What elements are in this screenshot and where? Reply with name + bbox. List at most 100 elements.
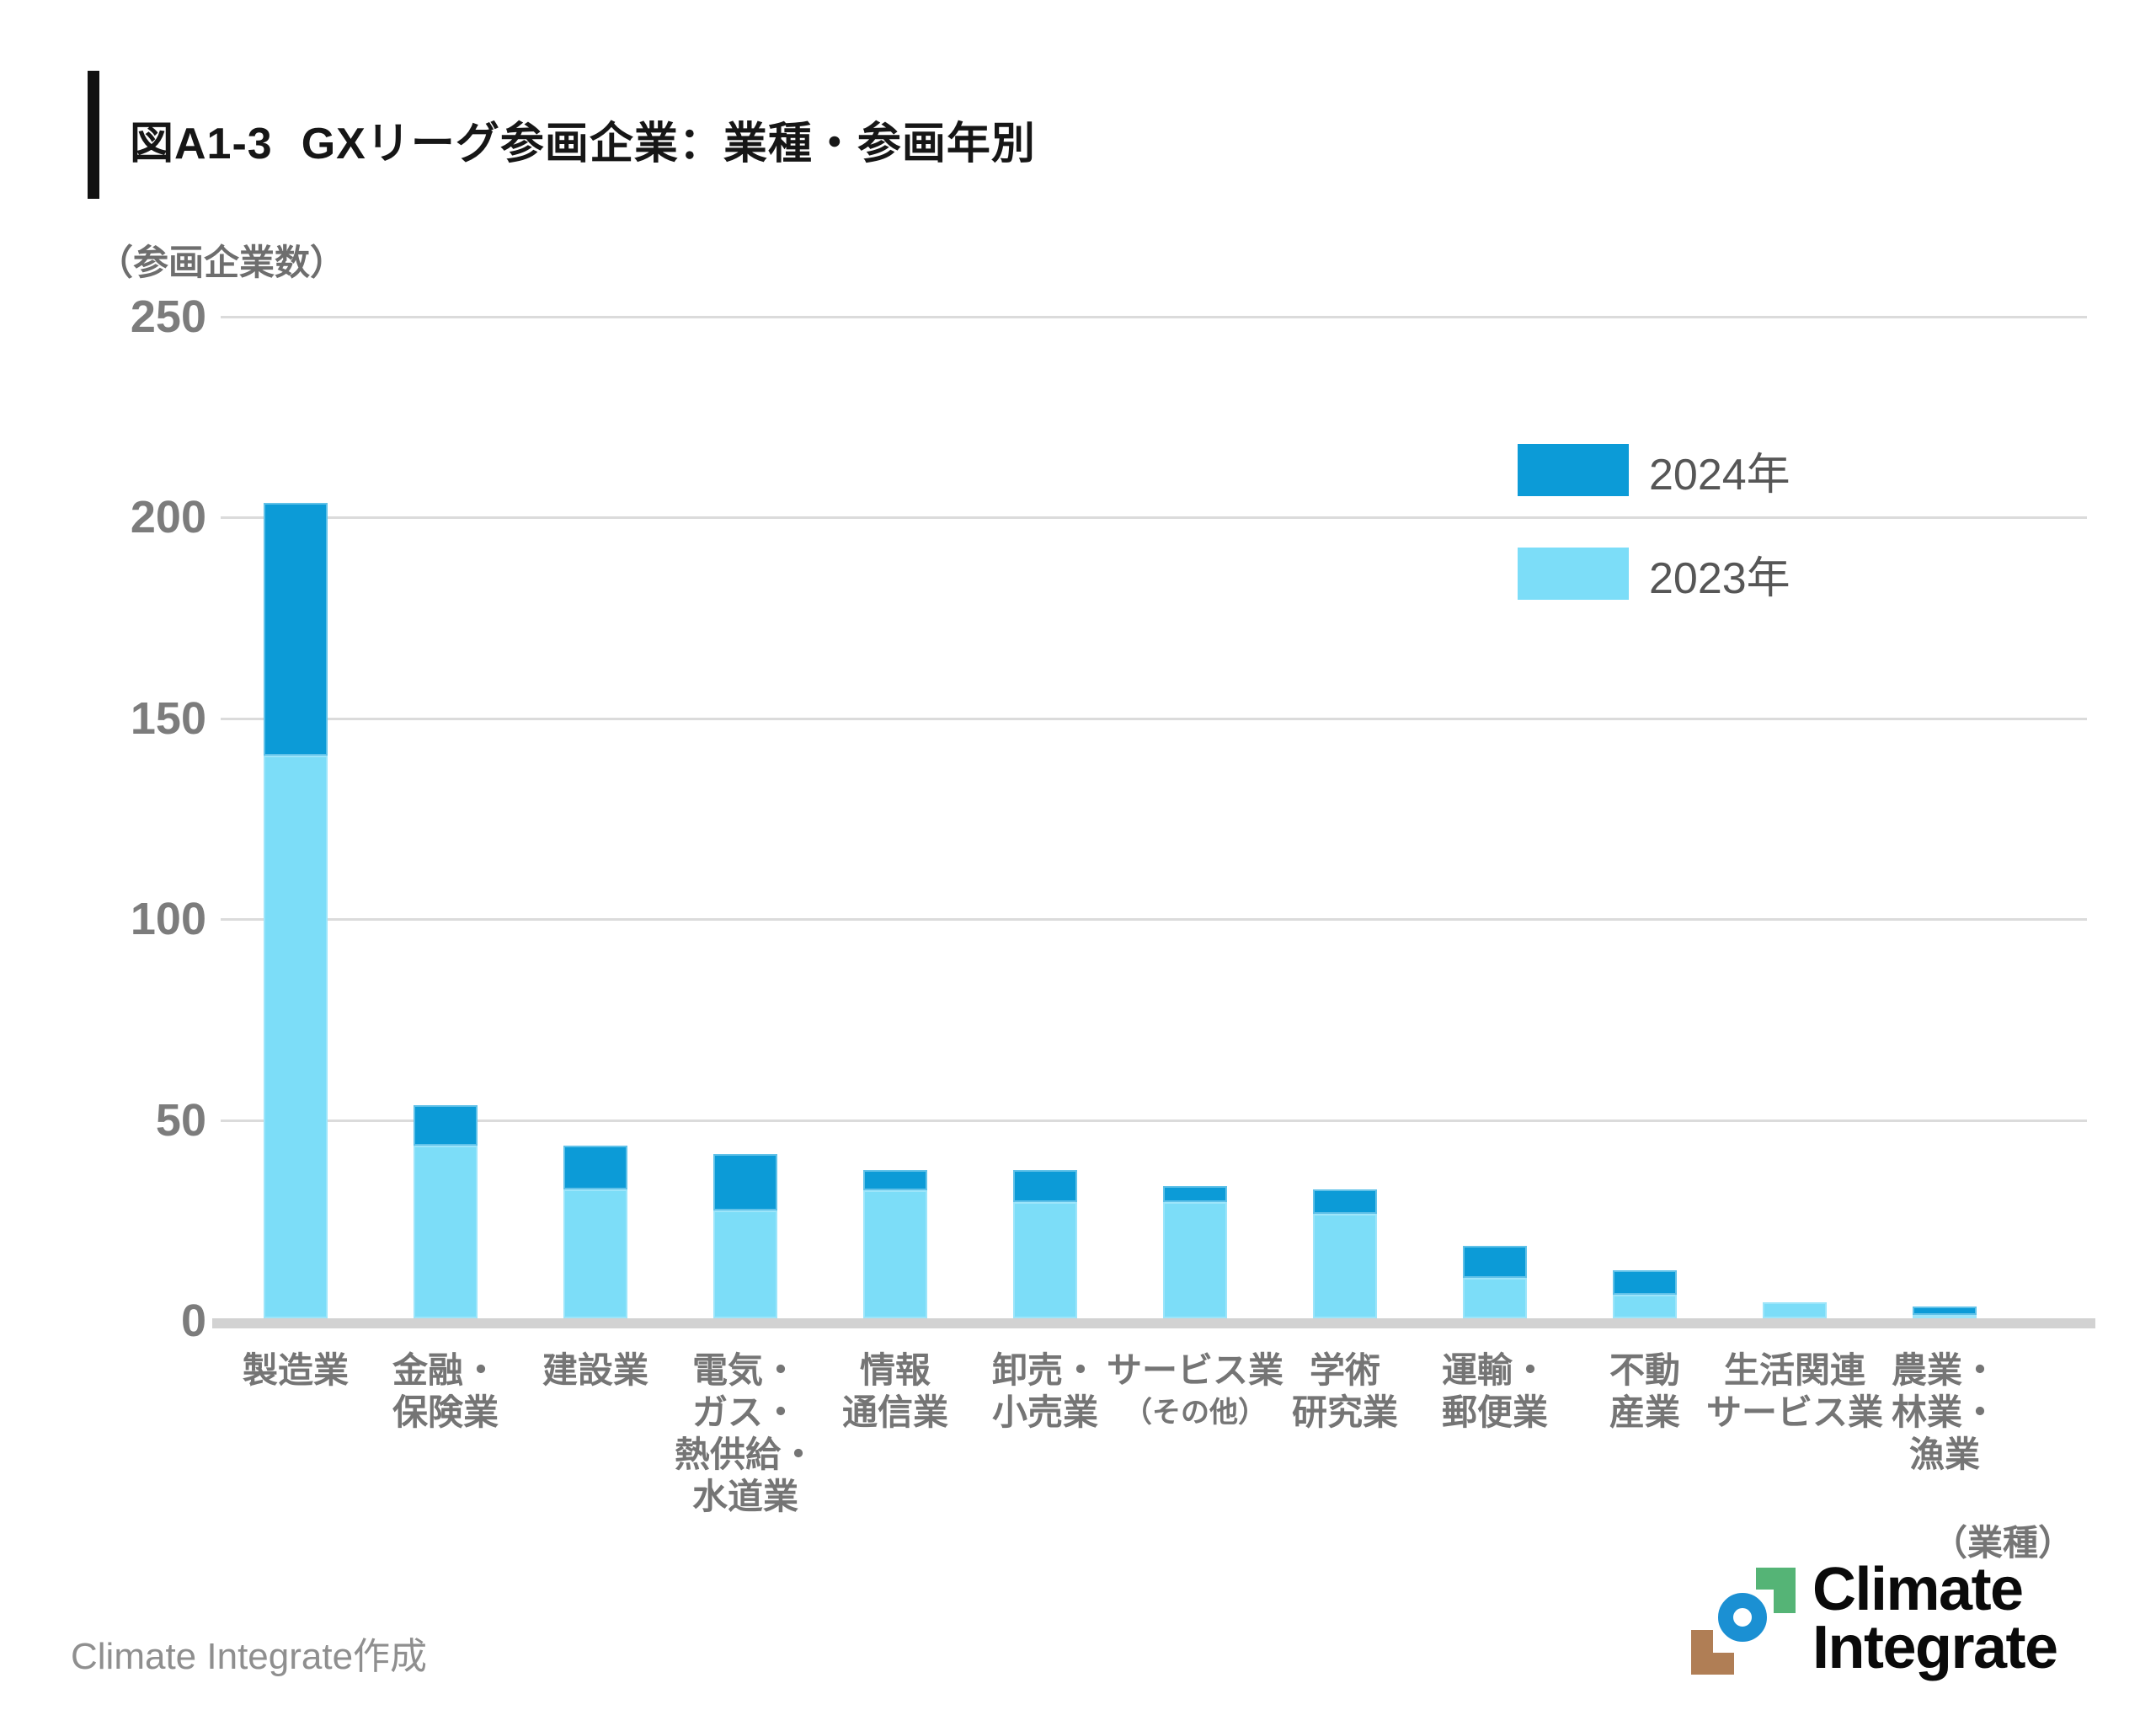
legend-item-2024: 2024年 [1518, 444, 1790, 500]
category-label-line: 水道業 [691, 1477, 798, 1516]
legend-label-2023: 2023年 [1649, 553, 1790, 603]
y-axis-unit-label: （参画企業数） [98, 243, 346, 282]
stacked-bar-2 [414, 1105, 478, 1318]
stacked-bar-3 [563, 1146, 627, 1318]
y-gridline-150 [221, 718, 2087, 720]
category-label-line: 卸売・ [991, 1350, 1098, 1390]
logo-wordmark: Climate Integrate [1812, 1556, 2058, 1681]
category-label-1: 製造業 [204, 1349, 387, 1392]
stacked-bar-11 [1763, 1302, 1827, 1318]
segment-2024 [713, 1154, 777, 1210]
segment-2024 [1463, 1246, 1527, 1278]
segment-2023 [863, 1190, 927, 1318]
segment-2024 [1163, 1186, 1227, 1202]
stacked-bar-8 [1313, 1189, 1377, 1318]
segment-2023 [1913, 1315, 1977, 1318]
category-label-line: 通信業 [841, 1392, 948, 1432]
y-gridline-50 [221, 1119, 2087, 1122]
category-label-11: 生活関連 サービス業 [1703, 1349, 1886, 1434]
category-label-3: 建設業 [504, 1349, 687, 1392]
stacked-bar-12 [1913, 1307, 1977, 1318]
category-label-line: 製造業 [242, 1350, 349, 1390]
y-tick-label-100: 100 [130, 894, 206, 944]
category-label-2: 金融・ 保険業 [354, 1349, 537, 1434]
category-label-10: 不動 産業 [1553, 1349, 1737, 1434]
category-label-12: 農業・ 林業・ 漁業 [1853, 1349, 2036, 1476]
figure-title-text: GXリーグ参画企業：業種・参画年別 [301, 120, 1036, 168]
category-label-line: 保険業 [392, 1392, 499, 1432]
segment-2024 [1313, 1189, 1377, 1214]
title-accent-bar [88, 71, 99, 199]
category-label-line: 金融・ [392, 1350, 499, 1390]
segment-2024 [863, 1170, 927, 1190]
category-label-line: 建設業 [542, 1350, 648, 1390]
legend-label-2024: 2024年 [1649, 450, 1790, 500]
category-label-line: 運輸・ [1441, 1350, 1548, 1390]
figure-number: 図A1-3 [130, 120, 273, 168]
legend-swatch-2023 [1518, 548, 1629, 600]
category-label-line: 情報 [859, 1350, 931, 1390]
segment-2023 [1613, 1295, 1677, 1318]
category-label-line: 林業・ [1891, 1392, 1998, 1432]
legend-swatch-2024 [1518, 444, 1629, 496]
stacked-bar-10 [1613, 1270, 1677, 1318]
segment-2024 [264, 503, 328, 756]
x-axis-unit-label: （業種） [1931, 1523, 2073, 1563]
segment-2023 [1313, 1214, 1377, 1318]
chart-legend: 2024年 2023年 [1518, 444, 1790, 651]
segment-2023 [1463, 1278, 1527, 1318]
logo-green-corner-icon [1756, 1568, 1796, 1613]
category-label-line: サービス業 [1106, 1350, 1283, 1390]
category-label-7: サービス業 （その他） [1103, 1349, 1287, 1434]
category-label-line: 電気・ [691, 1350, 798, 1390]
category-label-line: 漁業 [1908, 1435, 1980, 1474]
segment-2024 [1913, 1307, 1977, 1315]
segment-2023 [1163, 1202, 1227, 1318]
stacked-bar-6 [1013, 1170, 1077, 1318]
category-label-line: 学術 [1309, 1350, 1380, 1390]
legend-item-2023: 2023年 [1518, 548, 1790, 603]
logo-blue-ring-icon [1718, 1593, 1767, 1642]
category-label-line: （その他） [1123, 1397, 1267, 1429]
segment-2023 [713, 1210, 777, 1318]
y-tick-label-250: 250 [130, 291, 206, 342]
category-label-6: 卸売・ 小売業 [953, 1349, 1137, 1434]
category-label-line: 郵便業 [1441, 1392, 1548, 1432]
segment-2023 [264, 756, 328, 1318]
y-gridline-250 [221, 316, 2087, 318]
segment-2023 [1013, 1202, 1077, 1318]
stacked-bar-7 [1163, 1186, 1227, 1318]
category-label-4: 電気・ ガス・ 熱供給・ 水道業 [654, 1349, 837, 1518]
segment-2024 [1013, 1170, 1077, 1202]
category-label-line: 不動 [1609, 1350, 1680, 1390]
stacked-bar-4 [713, 1154, 777, 1318]
y-tick-label-200: 200 [130, 492, 206, 542]
category-label-8: 学術 研究業 [1253, 1349, 1437, 1434]
category-label-line: 農業・ [1891, 1350, 1998, 1390]
segment-2023 [563, 1189, 627, 1318]
segment-2024 [563, 1146, 627, 1189]
y-tick-label-0: 0 [180, 1296, 206, 1346]
segment-2024 [414, 1105, 478, 1146]
stacked-bar-9 [1463, 1246, 1527, 1318]
segment-2024 [1613, 1270, 1677, 1295]
category-label-5: 情報 通信業 [803, 1349, 987, 1434]
stacked-bar-5 [863, 1170, 927, 1318]
stacked-bar-1 [264, 503, 328, 1318]
x-axis-baseline [212, 1318, 2095, 1328]
category-label-9: 運輸・ 郵便業 [1403, 1349, 1587, 1434]
y-tick-label-50: 50 [155, 1095, 206, 1146]
y-gridline-200 [221, 516, 2087, 519]
category-label-line: ガス・ [691, 1392, 798, 1432]
category-label-line: 生活関連 [1723, 1350, 1865, 1390]
category-label-line: サービス業 [1705, 1392, 1883, 1432]
category-label-line: 小売業 [991, 1392, 1098, 1432]
category-label-line: 産業 [1609, 1392, 1680, 1432]
segment-2023 [1763, 1302, 1827, 1318]
category-label-line: 研究業 [1291, 1392, 1398, 1432]
climate-integrate-logo: Climate Integrate [1684, 1554, 2089, 1689]
segment-2023 [414, 1146, 478, 1318]
source-credit: Climate Integrate作成 [71, 1636, 428, 1677]
page-title: 図A1-3 GXリーグ参画企業：業種・参画年別 [130, 108, 1036, 171]
